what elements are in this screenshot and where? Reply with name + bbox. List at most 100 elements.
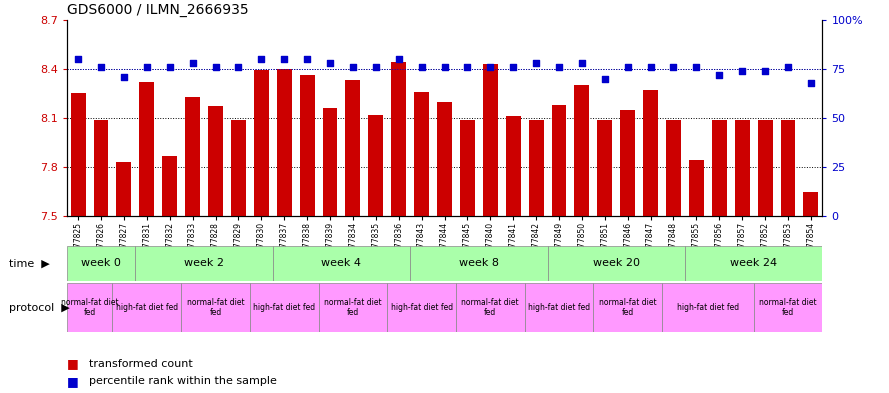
Bar	[689, 160, 704, 216]
Text: week 2: week 2	[184, 258, 224, 268]
Bar	[593, 283, 662, 332]
Bar	[67, 283, 113, 332]
Bar	[456, 283, 525, 332]
Point	[552, 64, 566, 70]
Bar	[346, 80, 360, 216]
Text: normal-fat diet
fed: normal-fat diet fed	[599, 298, 656, 317]
Text: percentile rank within the sample: percentile rank within the sample	[89, 376, 276, 386]
Point	[621, 64, 635, 70]
Bar	[643, 90, 658, 216]
Point	[140, 64, 154, 70]
Point	[254, 56, 268, 62]
Bar	[185, 97, 200, 216]
Point	[369, 64, 383, 70]
Point	[163, 64, 177, 70]
Point	[94, 64, 108, 70]
Text: normal-fat diet
fed: normal-fat diet fed	[187, 298, 244, 317]
Bar	[804, 192, 818, 216]
Bar	[712, 119, 726, 216]
Point	[597, 75, 612, 82]
Bar	[685, 246, 822, 281]
Bar	[67, 246, 135, 281]
Text: week 4: week 4	[322, 258, 362, 268]
Text: high-fat diet fed: high-fat diet fed	[253, 303, 316, 312]
Point	[323, 60, 337, 66]
Point	[689, 64, 703, 70]
Bar	[781, 119, 796, 216]
Text: normal-fat diet
fed: normal-fat diet fed	[324, 298, 381, 317]
Bar	[208, 107, 223, 216]
Bar	[757, 119, 773, 216]
Bar	[621, 110, 635, 216]
Text: high-fat diet fed: high-fat diet fed	[677, 303, 739, 312]
Point	[300, 56, 314, 62]
Point	[644, 64, 658, 70]
Bar	[276, 69, 292, 216]
Text: week 20: week 20	[593, 258, 640, 268]
Bar	[388, 283, 456, 332]
Bar	[574, 85, 589, 216]
Bar	[71, 94, 85, 216]
Point	[804, 79, 818, 86]
Bar	[323, 108, 338, 216]
Bar	[734, 119, 749, 216]
Point	[208, 64, 222, 70]
Bar	[414, 92, 429, 216]
Bar	[231, 119, 246, 216]
Bar	[529, 119, 543, 216]
Point	[414, 64, 428, 70]
Bar	[525, 283, 593, 332]
Point	[506, 64, 520, 70]
Bar	[662, 283, 754, 332]
Point	[758, 68, 773, 74]
Text: week 24: week 24	[730, 258, 777, 268]
Bar	[254, 70, 268, 216]
Bar	[754, 283, 822, 332]
Bar	[483, 64, 498, 216]
Bar	[368, 115, 383, 216]
Bar	[460, 119, 475, 216]
Bar	[273, 246, 410, 281]
Bar	[548, 246, 685, 281]
Point	[735, 68, 749, 74]
Text: normal-fat diet
fed: normal-fat diet fed	[60, 298, 118, 317]
Point	[71, 56, 85, 62]
Text: normal-fat diet
fed: normal-fat diet fed	[461, 298, 519, 317]
Bar	[437, 101, 452, 216]
Point	[116, 73, 131, 80]
Point	[346, 64, 360, 70]
Bar	[410, 246, 548, 281]
Point	[667, 64, 681, 70]
Bar	[113, 283, 181, 332]
Text: high-fat diet fed: high-fat diet fed	[528, 303, 590, 312]
Bar	[135, 246, 273, 281]
Text: transformed count: transformed count	[89, 358, 193, 369]
Point	[461, 64, 475, 70]
Bar	[597, 119, 613, 216]
Text: high-fat diet fed: high-fat diet fed	[390, 303, 453, 312]
Bar	[318, 283, 388, 332]
Bar	[250, 283, 318, 332]
Point	[277, 56, 292, 62]
Bar	[163, 156, 177, 216]
Text: high-fat diet fed: high-fat diet fed	[116, 303, 178, 312]
Text: time  ▶: time ▶	[9, 258, 50, 268]
Text: ■: ■	[67, 357, 78, 370]
Point	[575, 60, 589, 66]
Point	[712, 72, 726, 78]
Text: protocol  ▶: protocol ▶	[9, 303, 69, 312]
Text: GDS6000 / ILMN_2666935: GDS6000 / ILMN_2666935	[67, 3, 248, 17]
Text: normal-fat diet
fed: normal-fat diet fed	[759, 298, 817, 317]
Point	[391, 56, 405, 62]
Bar	[116, 162, 132, 216]
Bar	[391, 62, 406, 216]
Bar	[666, 119, 681, 216]
Text: week 0: week 0	[81, 258, 121, 268]
Text: week 8: week 8	[459, 258, 499, 268]
Point	[529, 60, 543, 66]
Point	[781, 64, 795, 70]
Bar	[551, 105, 566, 216]
Point	[186, 60, 200, 66]
Bar	[300, 75, 315, 216]
Bar	[181, 283, 250, 332]
